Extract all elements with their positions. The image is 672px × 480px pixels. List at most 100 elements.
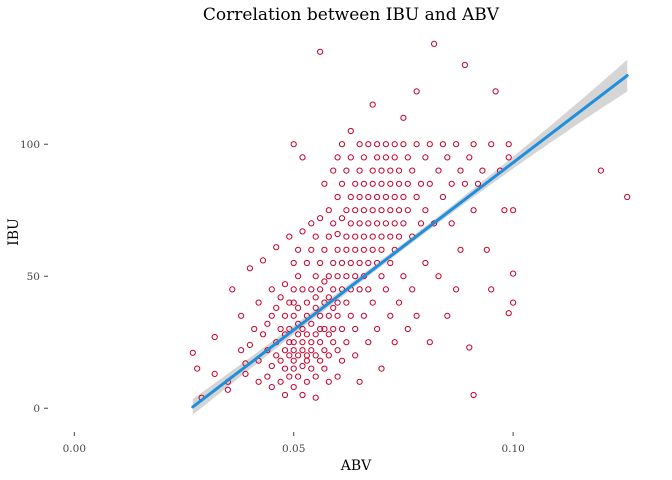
scatter-point (378, 273, 385, 280)
scatter-point (277, 378, 284, 385)
scatter-point (404, 180, 411, 187)
scatter-point (378, 233, 385, 240)
scatter-point (360, 180, 367, 187)
scatter-point (343, 233, 350, 240)
chart-title: Correlation between IBU and ABV (203, 5, 500, 25)
scatter-point (365, 339, 372, 346)
scatter-point (378, 207, 385, 214)
scatter-point (343, 273, 350, 280)
scatter-point (312, 331, 319, 338)
scatter-point (312, 273, 319, 280)
scatter-point (317, 48, 324, 55)
scatter-point (334, 273, 341, 280)
scatter-point (338, 259, 346, 267)
scatter-point (308, 339, 315, 346)
scatter-point (312, 352, 319, 359)
scatter-point (273, 352, 280, 359)
y-axis-label: IBU (6, 218, 22, 246)
scatter-point (360, 246, 367, 253)
scatter-point (400, 141, 407, 148)
scatter-point (251, 325, 258, 333)
scatter-point (321, 365, 328, 372)
scatter-point (308, 347, 315, 354)
scatter-point (400, 220, 407, 227)
scatter-point (417, 180, 425, 187)
scatter-point (334, 154, 341, 161)
scatter-point (325, 312, 332, 319)
scatter-point (360, 312, 367, 319)
y-axis: 0 50 100 (20, 139, 48, 415)
scatter-point (413, 193, 420, 201)
scatter-point (299, 228, 306, 235)
scatter-point (334, 299, 341, 306)
scatter-point (321, 278, 328, 285)
scatter-point (426, 339, 433, 346)
scatter-point (378, 180, 385, 187)
scatter-point (224, 386, 231, 393)
scatter-point (597, 167, 605, 174)
scatter-point (409, 286, 416, 293)
scatter-point (286, 352, 293, 359)
scatter-point (365, 259, 372, 267)
scatter-point (387, 233, 394, 240)
scatter-point (457, 167, 464, 174)
scatter-point (303, 378, 310, 385)
scatter-point (360, 154, 367, 161)
scatter-point (466, 344, 473, 351)
scatter-point (474, 180, 482, 187)
scatter-point (290, 299, 297, 306)
scatter-point (330, 167, 337, 174)
scatter-point (321, 180, 328, 187)
scatter-point (400, 193, 407, 201)
scatter-point (295, 273, 302, 280)
scatter-point (317, 312, 324, 319)
scatter-point (330, 304, 337, 311)
scatter-point (413, 88, 420, 95)
scatter-point (295, 331, 302, 338)
scatter-point (374, 220, 381, 227)
scatter-point (347, 127, 354, 135)
scatter-point (488, 286, 495, 293)
scatter-point (312, 394, 319, 401)
scatter-point (312, 304, 319, 311)
scatter-point (391, 193, 398, 201)
scatter-point (387, 180, 394, 187)
scatter-point (492, 88, 499, 95)
scatter-point (290, 347, 297, 354)
scatter-point (286, 339, 293, 346)
scatter-point (290, 141, 297, 148)
scatter-point (400, 114, 407, 121)
scatter-point (290, 384, 297, 391)
scatter-point (303, 331, 310, 338)
scatter-point (509, 207, 517, 214)
scatter-point (303, 299, 310, 306)
scatter-point (360, 207, 367, 214)
scatter-point (317, 259, 324, 267)
scatter-point (369, 101, 376, 108)
scatter-point (435, 167, 442, 174)
x-tick-label: 0.10 (501, 443, 524, 455)
scatter-point (308, 220, 315, 227)
scatter-point (378, 246, 385, 253)
scatter-point (299, 325, 306, 333)
scatter-point (330, 325, 337, 333)
scatter-point (334, 373, 341, 380)
scatter-point (321, 347, 328, 354)
scatter-point (334, 230, 341, 238)
scatter-point (404, 207, 411, 214)
scatter-point (347, 220, 354, 227)
scatter-point (466, 154, 473, 161)
scatter-point (352, 352, 359, 359)
scatter-point (325, 331, 332, 338)
scatter-point (395, 233, 403, 240)
scatter-point (334, 193, 341, 201)
scatter-point (194, 365, 201, 372)
regression-line-layer (191, 74, 629, 409)
scatter-point (391, 141, 398, 148)
scatter-point (413, 141, 420, 148)
scatter-point (281, 347, 289, 354)
scatter-point (330, 259, 337, 267)
scatter-point (343, 339, 350, 346)
scatter-point (325, 273, 332, 280)
